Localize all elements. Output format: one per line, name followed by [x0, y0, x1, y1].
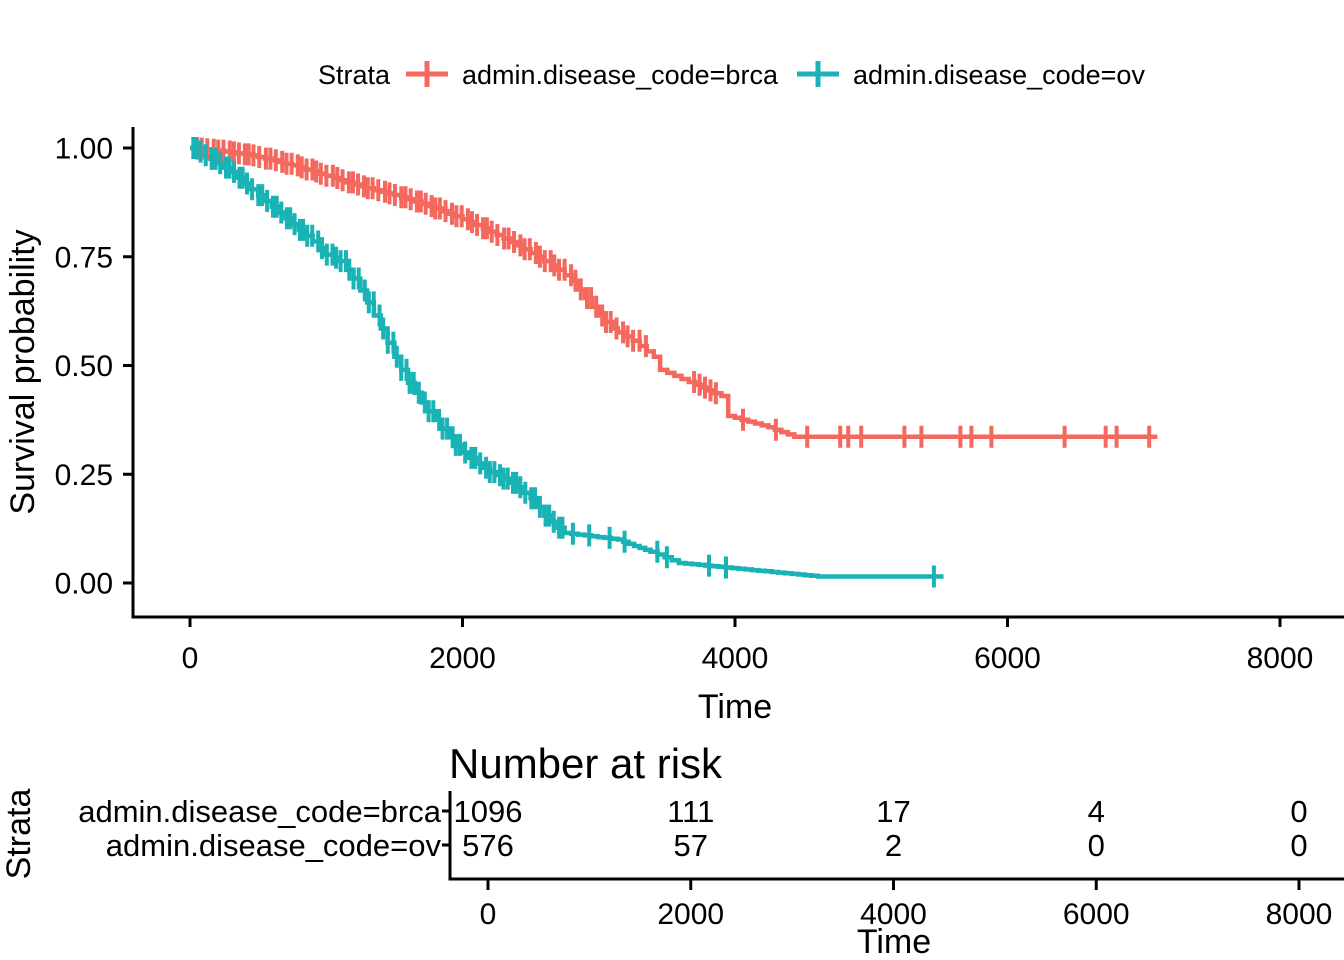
x-tick-label: 4000	[702, 642, 769, 675]
risk-value-ov: 2	[885, 828, 902, 863]
legend-title: Strata	[318, 60, 391, 90]
legend-key-ov-icon	[797, 61, 839, 87]
legend-key-brca-icon	[406, 61, 448, 87]
y-tick-label: 0.25	[55, 459, 113, 492]
risk-row-label-brca: admin.disease_code=brca	[78, 794, 442, 829]
y-tick-label: 1.00	[55, 133, 113, 166]
legend-label-ov: admin.disease_code=ov	[853, 60, 1145, 90]
survival-curves	[190, 145, 1158, 579]
y-axis-title: Survival probability	[4, 229, 42, 514]
risk-table: Number at risk Strata admin.disease_code…	[0, 740, 1344, 960]
risk-value-ov: 0	[1290, 828, 1307, 863]
risk-x-axis-title: Time	[857, 923, 931, 960]
risk-table-strata-axis-label: Strata	[0, 789, 38, 880]
y-axis-ticks: 0.00 0.25 0.50 0.75 1.00	[55, 133, 133, 601]
risk-row-label-ov: admin.disease_code=ov	[106, 828, 442, 863]
y-tick-label: 0.75	[55, 241, 113, 274]
risk-value-ov: 0	[1088, 828, 1105, 863]
risk-value-ov: 57	[674, 828, 708, 863]
x-tick-label: 2000	[429, 642, 496, 675]
risk-value-brca: 1096	[454, 794, 523, 829]
censor-marks-brca	[191, 137, 1152, 448]
y-tick-label: 0.00	[55, 568, 113, 601]
survival-curve-ov	[190, 145, 944, 579]
risk-axis-ticks: 0 2000 4000 6000 8000	[480, 879, 1333, 931]
y-tick-label: 0.50	[55, 350, 113, 383]
risk-x-tick-label: 6000	[1063, 898, 1130, 931]
risk-value-brca: 111	[667, 794, 714, 829]
survival-curve-brca	[190, 145, 1158, 440]
x-tick-label: 8000	[1247, 642, 1314, 675]
censor-marks-ov	[191, 137, 936, 588]
risk-x-tick-label: 8000	[1266, 898, 1333, 931]
x-tick-label: 0	[182, 642, 199, 675]
risk-table-title: Number at risk	[449, 740, 723, 787]
risk-x-tick-label: 0	[480, 898, 497, 931]
legend-label-brca: admin.disease_code=brca	[462, 60, 779, 90]
censor-marks	[191, 137, 1152, 588]
x-tick-label: 6000	[974, 642, 1041, 675]
legend: Strata admin.disease_code=brca admin.dis…	[318, 60, 1145, 90]
x-axis-title: Time	[698, 688, 772, 726]
risk-x-tick-label: 2000	[657, 898, 724, 931]
risk-x-tick-label: 4000	[860, 898, 927, 931]
x-axis-ticks: 0 2000 4000 6000 8000	[182, 617, 1314, 675]
risk-value-brca: 17	[876, 794, 910, 829]
risk-value-brca: 0	[1290, 794, 1307, 829]
risk-value-brca: 4	[1088, 794, 1105, 829]
main-plot: 0.00 0.25 0.50 0.75 1.00 0 2000 4000 6000 8000 S…	[4, 127, 1344, 726]
risk-value-ov: 576	[462, 828, 514, 863]
